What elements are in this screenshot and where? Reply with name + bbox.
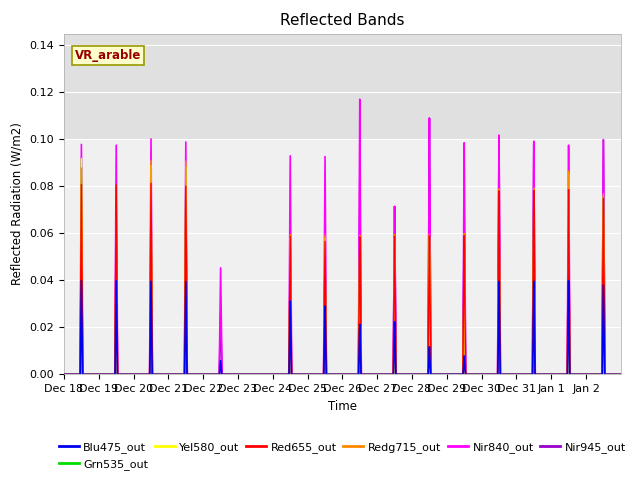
- Blu475_out: [310, 372, 317, 377]
- Redg715_out: [79, 372, 87, 377]
- Line: Nir840_out: Nir840_out: [64, 99, 621, 374]
- Nir945_out: [310, 372, 317, 377]
- Nir840_out: [60, 372, 68, 377]
- Title: Reflected Bands: Reflected Bands: [280, 13, 404, 28]
- Yel580_out: [231, 372, 239, 377]
- Nir945_out: [617, 372, 625, 377]
- Red655_out: [478, 372, 486, 377]
- Yel580_out: [546, 372, 554, 377]
- Redg715_out: [231, 372, 239, 377]
- Redg715_out: [147, 157, 155, 163]
- Blu475_out: [231, 372, 239, 377]
- Grn535_out: [546, 372, 554, 377]
- Red655_out: [60, 372, 68, 377]
- Blu475_out: [205, 372, 212, 377]
- Grn535_out: [60, 372, 68, 377]
- Grn535_out: [478, 372, 486, 377]
- Line: Redg715_out: Redg715_out: [64, 160, 621, 374]
- Line: Grn535_out: Grn535_out: [64, 159, 621, 374]
- Line: Yel580_out: Yel580_out: [64, 159, 621, 374]
- Nir840_out: [79, 372, 87, 377]
- Line: Nir945_out: Nir945_out: [64, 118, 621, 374]
- Line: Blu475_out: Blu475_out: [64, 281, 621, 374]
- Nir945_out: [546, 372, 554, 377]
- Yel580_out: [60, 372, 68, 377]
- Redg715_out: [310, 372, 317, 377]
- Red655_out: [79, 372, 87, 377]
- Yel580_out: [310, 372, 317, 377]
- Blu475_out: [478, 372, 486, 377]
- Blu475_out: [617, 372, 625, 377]
- X-axis label: Time: Time: [328, 400, 357, 413]
- Red655_out: [147, 180, 155, 186]
- Nir945_out: [478, 372, 486, 377]
- Grn535_out: [310, 372, 317, 377]
- Legend: Blu475_out, Grn535_out, Yel580_out, Red655_out, Redg715_out, Nir840_out, Nir945_: Blu475_out, Grn535_out, Yel580_out, Red6…: [54, 438, 630, 474]
- Yel580_out: [617, 372, 625, 377]
- Nir945_out: [426, 115, 433, 121]
- Text: VR_arable: VR_arable: [75, 49, 141, 62]
- Grn535_out: [617, 372, 625, 377]
- Redg715_out: [617, 372, 625, 377]
- Redg715_out: [546, 372, 554, 377]
- Grn535_out: [231, 372, 239, 377]
- Blu475_out: [77, 278, 85, 284]
- Blu475_out: [60, 372, 68, 377]
- Blu475_out: [80, 372, 88, 377]
- Redg715_out: [478, 372, 486, 377]
- Nir945_out: [231, 372, 239, 377]
- Grn535_out: [77, 156, 85, 162]
- Red655_out: [617, 372, 625, 377]
- Nir945_out: [79, 372, 87, 377]
- Line: Red655_out: Red655_out: [64, 183, 621, 374]
- Nir840_out: [231, 372, 239, 377]
- Redg715_out: [205, 372, 212, 377]
- Red655_out: [231, 372, 239, 377]
- Nir840_out: [546, 372, 554, 377]
- Redg715_out: [60, 372, 68, 377]
- Bar: [64, 34, 621, 139]
- Red655_out: [310, 372, 317, 377]
- Yel580_out: [478, 372, 486, 377]
- Y-axis label: Reflected Radiation (W/m2): Reflected Radiation (W/m2): [11, 122, 24, 286]
- Yel580_out: [80, 372, 88, 377]
- Yel580_out: [77, 156, 85, 162]
- Red655_out: [205, 372, 212, 377]
- Nir840_out: [310, 372, 317, 377]
- Nir945_out: [204, 372, 212, 377]
- Red655_out: [546, 372, 554, 377]
- Grn535_out: [205, 372, 212, 377]
- Blu475_out: [546, 372, 554, 377]
- Yel580_out: [205, 372, 212, 377]
- Nir840_out: [617, 372, 625, 377]
- Grn535_out: [80, 372, 88, 377]
- Nir840_out: [204, 372, 212, 377]
- Nir840_out: [356, 96, 364, 102]
- Nir840_out: [478, 372, 486, 377]
- Nir945_out: [60, 372, 68, 377]
